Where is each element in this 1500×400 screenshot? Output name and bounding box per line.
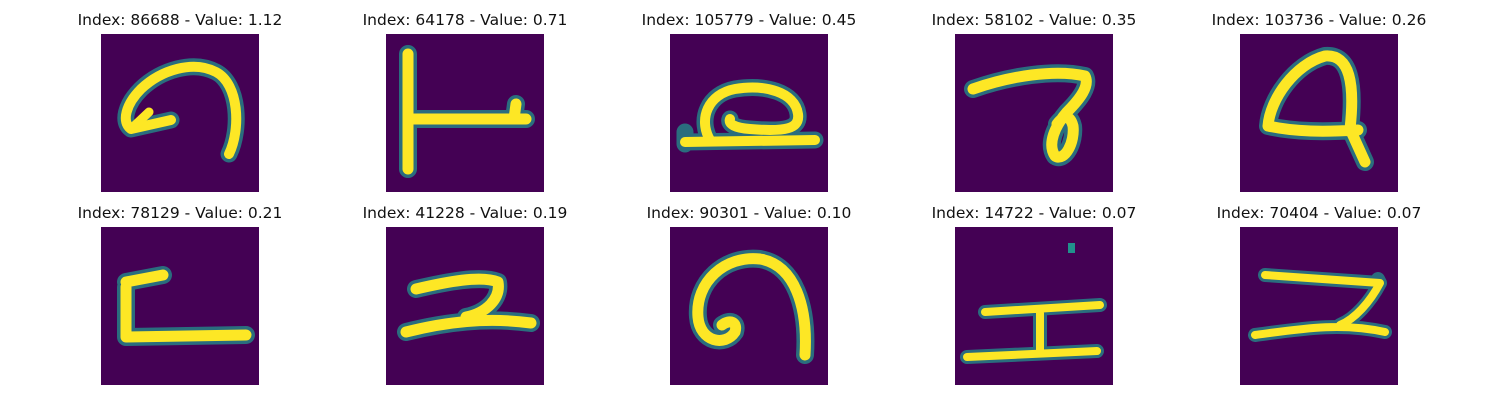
panel-title: Index: 105779 - Value: 0.45 <box>641 11 857 29</box>
panel-title: Index: 90301 - Value: 0.10 <box>646 204 852 222</box>
panel-title: Index: 103736 - Value: 0.26 <box>1211 11 1427 29</box>
panel-title: Index: 70404 - Value: 0.07 <box>1216 204 1422 222</box>
handwritten-glyph-loop-base-icon <box>670 34 828 192</box>
panel-title: Index: 14722 - Value: 0.07 <box>931 204 1137 222</box>
panel-title: Index: 41228 - Value: 0.19 <box>362 204 568 222</box>
panel-title: Index: 86688 - Value: 1.12 <box>77 11 283 29</box>
panel-title: Index: 64178 - Value: 0.71 <box>362 11 568 29</box>
handwritten-glyph-hook-icon <box>955 34 1113 192</box>
handwritten-glyph-z2-icon <box>1240 227 1398 385</box>
handwritten-glyph-a-icon <box>1240 34 1398 192</box>
handwritten-glyph-z-icon <box>386 227 544 385</box>
handwritten-glyph-i-icon <box>955 227 1113 385</box>
handwritten-glyph-l-icon <box>101 227 259 385</box>
handwritten-glyph-loop-arrow-icon <box>101 34 259 192</box>
panel-title: Index: 58102 - Value: 0.35 <box>931 11 1137 29</box>
handwritten-glyph-arch-loop-icon <box>670 227 828 385</box>
handwritten-glyph-t-icon <box>386 34 544 192</box>
panel-title: Index: 78129 - Value: 0.21 <box>77 204 283 222</box>
